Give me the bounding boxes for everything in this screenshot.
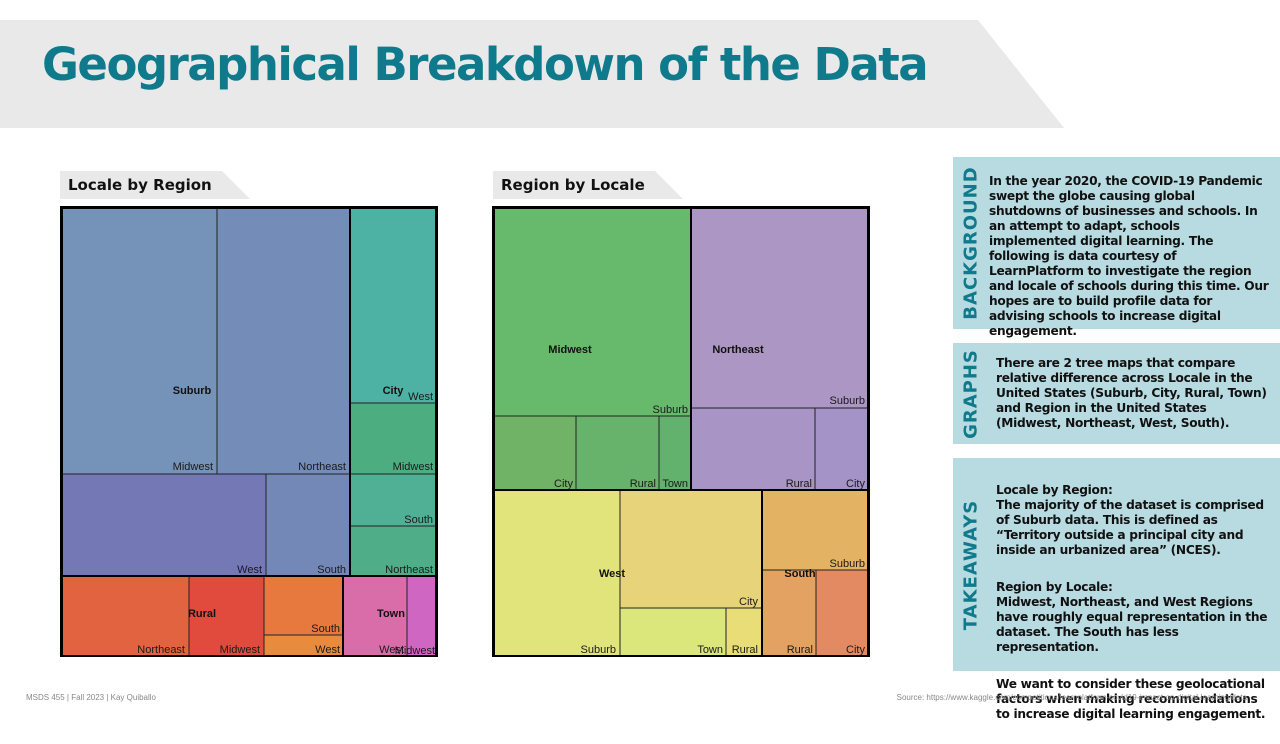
treemap-group-label: Town <box>377 608 405 620</box>
treemap-cell <box>690 207 869 409</box>
treemap-cell <box>349 525 437 577</box>
treemap-cell <box>815 569 869 657</box>
treemap-cell <box>349 402 437 475</box>
treemap-cell-label: Northeast <box>137 644 185 656</box>
treemap-group-label: South <box>784 568 815 580</box>
treemap-cell <box>493 207 692 417</box>
panel-body: In the year 2020, the COVID-19 Pandemic … <box>989 174 1270 346</box>
treemap-cell-label: Midwest <box>173 461 213 473</box>
treemap-group-label: Northeast <box>712 344 764 356</box>
treemap-cell <box>725 607 763 657</box>
treemap-cell <box>61 473 267 577</box>
treemap-cell <box>619 607 727 657</box>
chart-heading: Region by Locale <box>501 176 645 194</box>
treemap-cell <box>761 489 869 571</box>
treemap-cell <box>406 575 437 657</box>
treemap-cell-label: City <box>846 644 865 656</box>
treemap-cell-label: Midwest <box>395 645 435 657</box>
treemap-cell <box>61 575 190 657</box>
treemap-cell <box>265 473 351 577</box>
treemap-cell-label: West <box>237 564 262 576</box>
treemap-group-label: Suburb <box>173 385 212 397</box>
treemap-cell-label: Suburb <box>830 558 865 570</box>
treemap-cell-label: City <box>739 596 758 608</box>
panel-body: There are 2 tree maps that compare relat… <box>996 356 1270 438</box>
chart-heading-tab <box>493 171 683 199</box>
footer-credit: MSDS 455 | Fall 2023 | Kay Quiballo <box>26 693 156 702</box>
treemap-cell-label: City <box>554 478 573 490</box>
treemap-cell <box>690 407 816 491</box>
treemap-cell-label: Midwest <box>393 461 433 473</box>
treemap-group-label: West <box>599 568 625 580</box>
chart-heading: Locale by Region <box>68 176 212 194</box>
treemap-cell <box>216 207 351 475</box>
treemap-cell-label: Suburb <box>581 644 616 656</box>
treemap-cell-label: Town <box>697 644 723 656</box>
panel-takeaways: TAKEAWAYS Locale by Region: The majority… <box>953 458 1280 721</box>
treemap-group-outline <box>761 489 869 657</box>
treemap-cell <box>61 207 218 475</box>
panel-body: Locale by Region: The majority of the da… <box>996 468 1270 744</box>
treemap-cell-label: Suburb <box>830 395 865 407</box>
treemap-cell-label: Northeast <box>298 461 346 473</box>
treemap-region-by-locale: Suburb City Rural Town Midwest Suburb Rural Cit… <box>492 206 870 657</box>
treemap-cell <box>814 407 869 491</box>
treemap-cell <box>761 569 817 657</box>
title-banner <box>0 20 1064 128</box>
panel-background: BACKGROUND In the year 2020, the COVID-1… <box>953 157 1280 338</box>
panel-text: We want to consider these geolocational … <box>996 677 1266 721</box>
treemap-cell <box>658 415 692 491</box>
panel-text: Region by Locale: Midwest, Northeast, an… <box>996 580 1268 654</box>
panel-text: There are 2 tree maps that compare relat… <box>996 356 1267 430</box>
treemap-cell <box>619 489 763 609</box>
treemap-cell <box>493 415 577 491</box>
treemap-cell-label: Northeast <box>385 564 433 576</box>
treemap-cell-label: Town <box>662 478 688 490</box>
treemap-cell-label: West <box>408 391 433 403</box>
panel-tag: GRAPHS <box>960 348 982 439</box>
page-title: Geographical Breakdown of the Data <box>42 38 929 91</box>
treemap-group-label: City <box>383 385 405 397</box>
treemap-group-label: Midwest <box>548 344 592 356</box>
panel-graphs: GRAPHS There are 2 tree maps that compar… <box>953 343 1280 444</box>
panel-tag: BACKGROUND <box>960 166 982 320</box>
treemap-cell-label: Suburb <box>653 404 688 416</box>
treemap-group-label: Rural <box>188 608 216 620</box>
treemap-cell-label: City <box>846 478 865 490</box>
panel-tag: TAKEAWAYS <box>960 499 982 630</box>
treemap-cell-label: West <box>315 644 340 656</box>
treemap-cell-label: South <box>311 623 340 635</box>
treemap-cell-label: Rural <box>732 644 758 656</box>
treemap-cell-label: South <box>317 564 346 576</box>
treemap-group-outline <box>342 575 437 657</box>
treemap-cell <box>493 489 621 657</box>
treemap-cell-label: Rural <box>786 478 812 490</box>
treemap-cell <box>349 207 437 404</box>
treemap-cell-label: Rural <box>630 478 656 490</box>
treemap-cell-label: South <box>404 514 433 526</box>
treemap-cell-label: Midwest <box>220 644 260 656</box>
chart-heading-tab <box>60 171 250 199</box>
panel-text: Locale by Region: The majority of the da… <box>996 483 1264 557</box>
footer-source: Source: https://www.kaggle.com/competiti… <box>896 693 1247 702</box>
treemap-cell-label: Rural <box>787 644 813 656</box>
panel-text: In the year 2020, the COVID-19 Pandemic … <box>989 174 1269 338</box>
treemap-cell-label: West <box>379 644 404 656</box>
